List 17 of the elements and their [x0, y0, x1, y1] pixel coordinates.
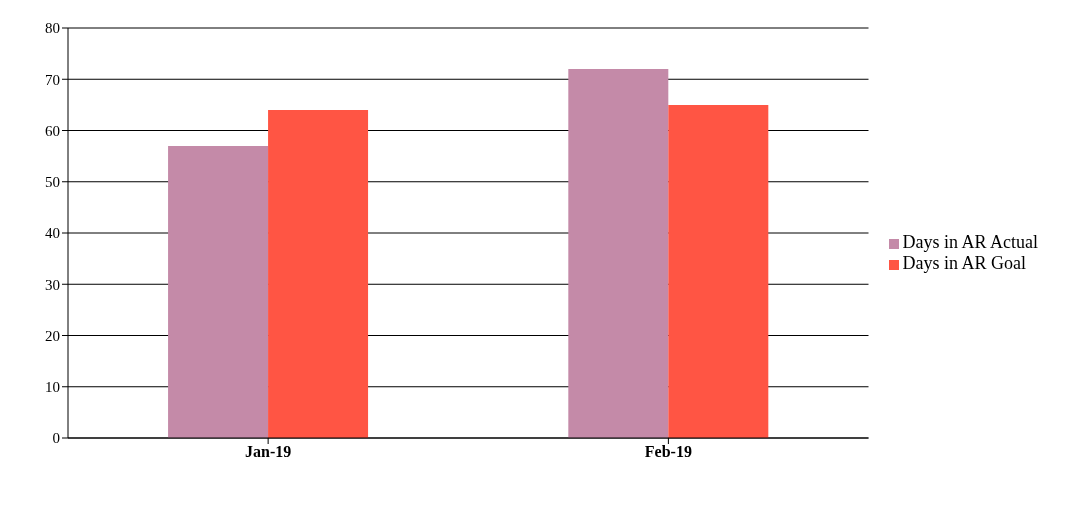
bar	[268, 110, 369, 438]
y-tick-label: 10	[45, 379, 60, 396]
y-tick-label: 20	[45, 327, 60, 344]
x-tick-label: Jan-19	[245, 443, 292, 461]
y-tick-label: 0	[52, 430, 60, 447]
x-tick-label: Feb-19	[644, 443, 692, 461]
y-tick-label: 30	[45, 276, 60, 293]
y-tick-label: 70	[45, 71, 60, 88]
bar	[668, 104, 769, 438]
bar	[568, 69, 669, 438]
bar	[168, 145, 269, 438]
y-tick-label: 50	[45, 174, 60, 191]
y-tick-label: 80	[45, 20, 60, 37]
y-tick-label: 60	[45, 122, 60, 139]
legend-label: Days in AR Actual	[902, 232, 1038, 252]
y-tick-label: 40	[45, 225, 60, 242]
legend-label: Days in AR Goal	[902, 253, 1026, 273]
